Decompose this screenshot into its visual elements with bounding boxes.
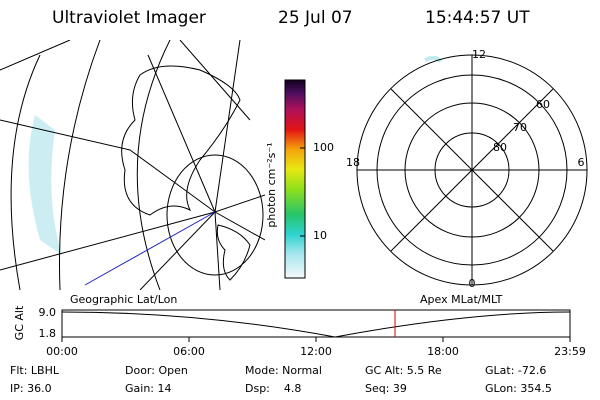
status-field: Flt: LBHL [10, 364, 60, 377]
status-field: Door: Open [125, 364, 188, 377]
timeline-x-ticks: 00:00 06:00 12:00 18:00 23:59 [46, 337, 586, 358]
mlt-label: 18 [346, 156, 360, 169]
status-field: GC Alt: 5.5 Re [365, 364, 442, 377]
colorbar [284, 79, 306, 279]
date: 25 Jul 07 [278, 8, 353, 28]
colorbar-tick-label: 10 [313, 229, 327, 242]
geo-map [0, 40, 265, 290]
colorbar-label: photon cm⁻²s⁻¹ [265, 142, 278, 227]
status-field: Mode: Normal [245, 364, 322, 377]
status-field: GLon: 354.5 [485, 382, 552, 395]
lat-label: 70 [513, 121, 527, 134]
timeline-y-tick: 9.0 [39, 306, 57, 319]
timeline-x-tick-label: 12:00 [300, 345, 332, 358]
colorbar-tick-label: 100 [313, 141, 334, 154]
mlt-label: 0 [469, 277, 476, 290]
altitude-curve [61, 311, 571, 338]
status-field: Dsp: 4.8 [245, 382, 301, 395]
lat-label: 60 [536, 98, 550, 111]
timeline-x-tick-label: 00:00 [46, 345, 78, 358]
status-field: GLat: -72.6 [485, 364, 546, 377]
timeline-y-tick: 1.8 [39, 327, 57, 340]
time: 15:44:57 UT [425, 8, 530, 28]
title: Ultraviolet Imager [52, 8, 206, 28]
timeline-x-tick-label: 18:00 [427, 345, 459, 358]
mlt-label: 12 [472, 48, 486, 61]
status-field: Gain: 14 [125, 382, 172, 395]
panel-label: Geographic Lat/Lon [70, 293, 177, 306]
aurora-speckle [28, 115, 63, 255]
mlt-label: 6 [578, 156, 585, 169]
panel-label: Apex MLat/MLT [420, 293, 503, 306]
polar-plot [356, 54, 588, 286]
lat-label: 80 [493, 141, 507, 154]
timeline-x-tick-label: 06:00 [173, 345, 205, 358]
status-field: IP: 36.0 [10, 382, 52, 395]
footer: Flt: LBHL Door: Open Mode: Normal GC Alt: 5… [10, 364, 552, 395]
status-field: Seq: 39 [365, 382, 407, 395]
timeline-y-label: GC Alt [13, 305, 26, 340]
timeline-x-tick-label: 23:59 [554, 345, 586, 358]
